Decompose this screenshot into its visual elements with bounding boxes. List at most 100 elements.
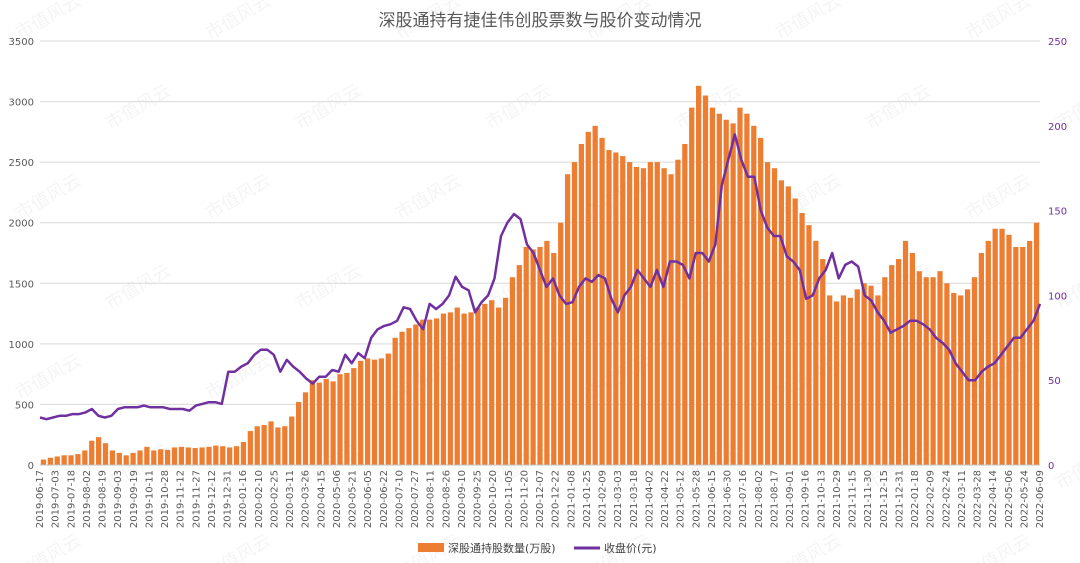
bar-mark [185,447,191,465]
x-tick-label: 2020-06-22 [379,470,390,528]
bar-mark [544,240,550,465]
bar-mark [799,213,805,465]
bar-mark [116,452,122,465]
bar-mark [564,174,571,465]
bar-mark [247,431,253,465]
bar-mark [758,137,764,465]
watermark-text: 市值风云 [582,0,655,44]
watermark-text: 市值风云 [12,170,85,224]
bar-mark [1020,246,1026,465]
bar-mark [944,283,950,465]
bar-mark [820,259,826,465]
watermark-text: 市值风云 [772,530,845,563]
y-right-tick-label: 150 [1048,207,1067,218]
bar-mark [578,143,584,465]
bar-mark [109,450,116,465]
x-tick-label: 2020-07-27 [410,470,421,528]
bar-mark [530,249,536,465]
watermark-text: 市值风云 [962,530,1035,563]
bar-mark [916,271,922,465]
bar-mark [206,446,212,465]
watermark-text: 市值风云 [292,260,365,314]
bar-mark [282,426,288,465]
x-tick-label: 2019-11-12 [176,470,187,528]
price-line [39,133,1042,421]
y-left-tick-label: 1500 [9,279,34,290]
bar-mark [213,445,219,465]
bar-mark [47,457,53,465]
x-tick-label: 2020-05-21 [348,470,359,528]
watermark-text: 市值风云 [102,260,175,314]
watermark-text: 市值风云 [962,0,1035,44]
legend-label-holdings: 深股通持股数量(万股) [448,541,556,555]
x-tick-label: 2020-11-20 [519,470,530,528]
bar-mark [158,449,164,465]
bar-mark [468,312,474,465]
x-tick-label: 2020-05-06 [332,470,343,528]
bar-mark [854,289,860,465]
x-tick-label: 2021-12-15 [879,470,890,528]
bar-mark [40,459,47,465]
x-tick-label: 2022-03-28 [973,470,984,528]
bar-mark [82,450,88,465]
bar-mark [144,446,150,465]
x-tick-label: 2019-06-17 [35,470,46,528]
bar-mark [240,441,247,465]
bar-mark [723,119,729,465]
bar-mark [709,107,716,465]
x-tick-label: 2021-11-15 [848,470,859,528]
x-tick-label: 2020-01-16 [238,470,249,528]
x-tick-label: 2021-05-12 [676,470,687,528]
bar-mark [399,331,405,465]
x-tick-label: 2022-06-09 [1035,470,1046,528]
bar-mark [192,448,198,465]
bar-mark [847,297,853,465]
x-tick-label: 2022-04-14 [988,470,999,528]
x-tick-label: 2020-12-07 [535,470,546,528]
bar-mark [654,162,660,465]
watermark-text: 市值风云 [202,170,275,224]
bar-mark [558,222,564,465]
bar-mark [102,443,109,465]
x-tick-label: 2021-10-29 [832,470,843,528]
x-tick-label: 2020-08-26 [441,470,452,528]
bar-mark [937,271,943,465]
watermark-text: 市值风云 [202,0,275,44]
x-tick-label: 2020-11-05 [504,470,515,528]
watermark-text: 市值风云 [772,0,845,44]
x-tick-label: 2021-06-15 [707,470,718,528]
x-tick-label: 2022-05-06 [1004,470,1015,528]
bar-mark [861,283,867,465]
y-left-tick-label: 2000 [9,219,34,230]
bar-mark [123,455,129,465]
bar-mark [640,168,647,465]
bar-mark [978,253,984,465]
bar-mark [702,95,709,465]
bar-mark [358,360,364,465]
y-left-tick-label: 500 [15,400,34,411]
bar-mark [923,277,929,465]
y-right-tick-label: 50 [1048,376,1061,387]
bar-mark [371,359,378,465]
bar-mark [682,143,688,465]
watermark-text: 市值风云 [392,170,465,224]
x-tick-label: 2019-10-11 [144,470,155,528]
bar-mark [275,427,281,465]
x-tick-label: 2021-05-28 [691,470,702,528]
bar-mark [261,425,267,465]
bar-mark [951,292,957,465]
chart-title: 深股通持有捷佳伟创股票数与股价变动情况 [378,11,702,31]
bar-mark [971,277,978,465]
watermark-text: 市值风云 [1052,440,1080,494]
bar-mark [696,85,702,465]
bar-mark [992,228,998,465]
bar-mark [61,455,67,465]
bar-mark [764,162,771,465]
bar-mark [509,277,516,465]
bar-mark [813,240,819,465]
y-left-tick-label: 3500 [9,37,34,48]
bar-mark [840,295,847,465]
bar-mark [771,168,778,465]
x-tick-label: 2019-10-28 [160,470,171,528]
